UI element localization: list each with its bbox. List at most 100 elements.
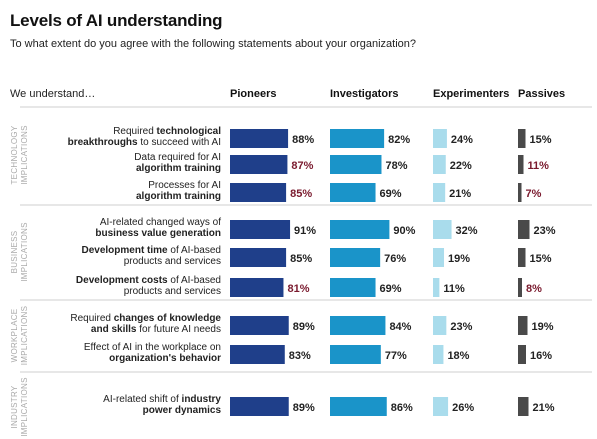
bar-investigators [330, 345, 381, 364]
data-label: 85% [290, 253, 312, 265]
bar-experimenters [433, 220, 452, 239]
row-label: organization's behavior [109, 353, 221, 364]
data-label: 69% [380, 283, 402, 295]
row-label: business value generation [95, 228, 221, 239]
row-label: Development time of AI-based [81, 245, 221, 256]
group-label: IMPLICATIONS [20, 377, 29, 436]
data-label: 76% [384, 253, 406, 265]
data-label: 16% [530, 350, 552, 362]
bar-pioneers [230, 397, 289, 416]
data-label: 88% [292, 134, 314, 146]
data-label: 87% [291, 160, 313, 172]
group-label: BUSINESS [10, 231, 19, 274]
bar-investigators [330, 316, 386, 335]
row-label: products and services [124, 256, 221, 267]
row-label: algorithm training [136, 191, 221, 202]
data-label: 15% [530, 253, 552, 265]
column-header-experimenters: Experimenters [433, 88, 509, 100]
data-label: 83% [289, 350, 311, 362]
data-label: 26% [452, 402, 474, 414]
data-label: 18% [447, 350, 469, 362]
bar-experimenters [433, 183, 446, 202]
bar-passives [518, 129, 526, 148]
data-label: 23% [534, 225, 556, 237]
bar-investigators [330, 129, 385, 148]
row-label: AI-related changed ways of [100, 217, 221, 228]
bar-investigators [330, 155, 382, 174]
data-label: 81% [287, 283, 309, 295]
chart-title: Levels of AI understanding [10, 11, 223, 30]
data-label: 21% [449, 188, 471, 200]
data-label: 78% [385, 160, 407, 172]
data-label: 32% [456, 225, 478, 237]
data-label: 8% [526, 283, 542, 295]
group-label: INDUSTRY [10, 385, 19, 429]
bar-experimenters [433, 345, 444, 364]
bar-experimenters [433, 129, 447, 148]
bar-passives [518, 183, 522, 202]
column-header-investigators: Investigators [330, 88, 398, 100]
row-label: AI-related shift of industry [103, 394, 221, 405]
group-label: IMPLICATIONS [20, 222, 29, 281]
group-label: TECHNOLOGY [10, 125, 19, 184]
chart-subtitle: To what extent do you agree with the fol… [10, 38, 417, 50]
data-label: 85% [290, 188, 312, 200]
row-label: and skills for future AI needs [91, 324, 221, 335]
bar-pioneers [230, 129, 289, 148]
data-label: 24% [451, 134, 473, 146]
bar-passives [518, 248, 526, 267]
row-label: products and services [124, 286, 221, 297]
data-label: 89% [293, 402, 315, 414]
bar-pioneers [230, 248, 287, 267]
row-header: We understand… [10, 88, 95, 100]
bar-experimenters [433, 316, 447, 335]
bar-pioneers [230, 155, 288, 174]
bar-investigators [330, 248, 381, 267]
bar-investigators [330, 220, 390, 239]
bar-passives [518, 278, 522, 297]
bar-passives [518, 155, 524, 174]
data-label: 77% [385, 350, 407, 362]
row-label: Data required for AI [134, 152, 221, 163]
row-label: Processes for AI [148, 180, 221, 191]
data-label: 86% [391, 402, 413, 414]
data-label: 90% [393, 225, 415, 237]
group-label: IMPLICATIONS [20, 125, 29, 184]
row-label: breakthroughs to succeed with AI [68, 137, 221, 148]
data-label: 19% [448, 253, 470, 265]
row-label: Effect of AI in the workplace on [84, 342, 221, 353]
bar-pioneers [230, 345, 285, 364]
data-label: 11% [528, 160, 550, 172]
bar-experimenters [433, 397, 449, 416]
row-label: Required technological [113, 126, 221, 137]
column-header-pioneers: Pioneers [230, 88, 276, 100]
bar-investigators [330, 278, 376, 297]
data-label: 84% [389, 321, 411, 333]
bar-passives [518, 397, 529, 416]
data-label: 21% [533, 402, 555, 414]
data-label: 19% [532, 321, 554, 333]
bar-passives [518, 220, 530, 239]
bar-experimenters [433, 278, 440, 297]
data-label: 91% [294, 225, 316, 237]
row-label: algorithm training [136, 163, 221, 174]
data-label: 23% [450, 321, 472, 333]
bar-pioneers [230, 278, 284, 297]
column-header-passives: Passives [518, 88, 565, 100]
bar-investigators [330, 397, 387, 416]
data-label: 22% [450, 160, 472, 172]
data-label: 7% [526, 188, 542, 200]
bar-investigators [330, 183, 376, 202]
group-label: IMPLICATIONS [20, 306, 29, 365]
row-label: Development costs of AI-based [76, 275, 221, 286]
data-label: 69% [380, 188, 402, 200]
bar-pioneers [230, 316, 289, 335]
bar-experimenters [433, 155, 446, 174]
row-label: Required changes of knowledge [70, 313, 221, 324]
row-label: power dynamics [143, 405, 222, 416]
data-label: 89% [293, 321, 315, 333]
bar-pioneers [230, 220, 291, 239]
group-label: WORKPLACE [10, 309, 19, 363]
data-label: 15% [530, 134, 552, 146]
